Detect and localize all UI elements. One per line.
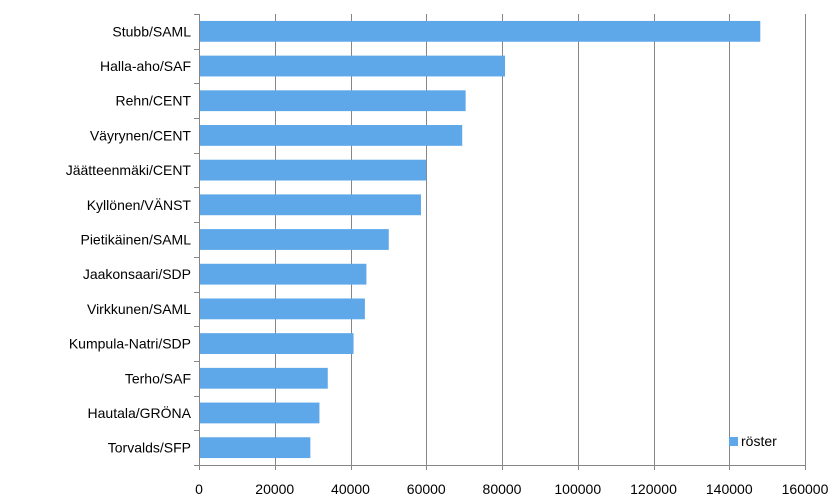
legend-swatch — [729, 437, 738, 446]
bar — [200, 333, 354, 354]
bar — [200, 125, 463, 146]
category-label: Kumpula-Natri/SDP — [69, 336, 191, 352]
bar — [200, 159, 427, 181]
category-labels: Stubb/SAML Halla-aho/SAF Rehn/CENT Väyrynen… — [66, 23, 192, 455]
legend-label: röster — [741, 433, 777, 449]
axes — [194, 14, 806, 470]
bar — [200, 194, 421, 216]
category-label: Rehn/CENT — [116, 93, 192, 109]
gridlines — [275, 14, 806, 465]
category-label: Kyllönen/VÄNST — [87, 197, 192, 213]
category-label: Väyrynen/CENT — [90, 127, 192, 143]
category-label: Pietikäinen/SAML — [80, 232, 191, 248]
x-tick-label: 160000 — [782, 481, 829, 497]
legend: röster — [729, 433, 777, 449]
x-tick-label: 0 — [195, 481, 203, 497]
bar — [200, 90, 466, 112]
bar — [200, 55, 506, 77]
bar — [200, 437, 311, 459]
category-label: Halla-aho/SAF — [100, 58, 191, 74]
bar — [200, 20, 761, 42]
bar — [200, 263, 367, 285]
category-label: Virkkunen/SAML — [87, 301, 191, 317]
x-tick-label: 80000 — [483, 481, 522, 497]
bar — [200, 298, 365, 320]
x-tick-label: 20000 — [255, 481, 294, 497]
x-tick-label: 120000 — [630, 481, 677, 497]
bar — [200, 229, 389, 250]
category-label: Torvalds/SFP — [108, 440, 191, 456]
x-tick-label: 40000 — [331, 481, 370, 497]
category-label: Jäätteenmäki/CENT — [66, 162, 192, 178]
bars — [200, 20, 761, 459]
x-tick-label: 60000 — [407, 481, 446, 497]
category-label: Stubb/SAML — [112, 23, 191, 39]
category-label: Terho/SAF — [125, 370, 191, 386]
x-tick-labels: 0 20000 40000 60000 80000 100000 120000 140000 1… — [195, 481, 828, 497]
x-tick-label: 140000 — [706, 481, 753, 497]
category-label: Jaakonsaari/SDP — [83, 266, 191, 282]
x-tick-label: 100000 — [554, 481, 601, 497]
bar — [200, 367, 328, 389]
category-label: Hautala/GRÖNA — [88, 404, 192, 421]
bar — [200, 402, 320, 424]
